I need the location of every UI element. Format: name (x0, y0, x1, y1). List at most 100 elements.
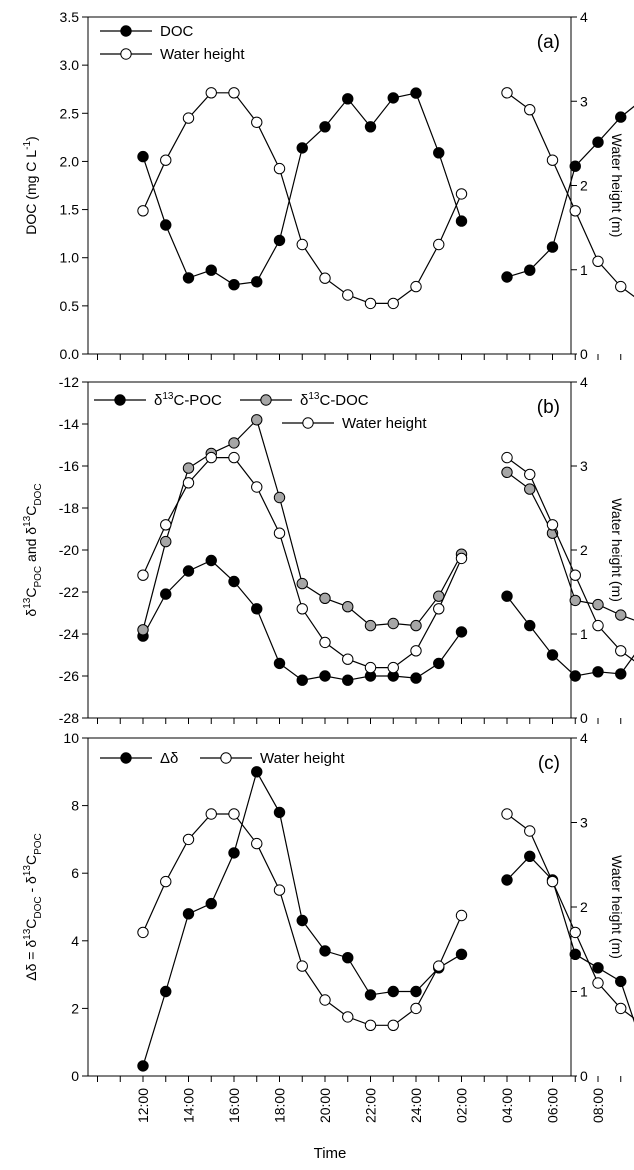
y-tick-label: 4 (71, 933, 79, 949)
data-point (501, 466, 513, 478)
data-point (137, 150, 149, 163)
data-point (228, 847, 240, 859)
data-point (160, 219, 172, 231)
data-point (410, 985, 422, 998)
series-line (142, 92, 463, 304)
data-point (160, 535, 172, 548)
y-tick-label: -20 (59, 542, 79, 558)
data-point (228, 279, 240, 291)
y-axis-title-part: C (23, 855, 39, 865)
data-point (433, 147, 445, 159)
data-point (273, 162, 286, 175)
data-point (410, 280, 422, 293)
data-point (160, 588, 172, 600)
data-point (569, 160, 581, 172)
data-point (251, 414, 263, 426)
data-point (228, 808, 240, 820)
y-axis-title-part: Δδ = δ (23, 940, 39, 981)
data-point (546, 154, 559, 166)
data-point (592, 255, 604, 267)
y-tick-label: 2 (71, 1000, 79, 1016)
data-point (273, 884, 286, 896)
legend-label-part: δ (154, 392, 162, 409)
y-axis-title-part: ) (23, 136, 39, 141)
data-point (251, 837, 263, 850)
y-tick-label: -14 (59, 416, 79, 432)
data-point (160, 154, 172, 166)
data-point (387, 617, 399, 630)
legend-marker (120, 48, 132, 60)
data-point (296, 674, 308, 686)
y-tick-label: 10 (63, 730, 79, 746)
panel-label: (b) (537, 397, 560, 418)
y2-axis-title: Water height (m) (609, 134, 625, 238)
data-point (592, 977, 604, 989)
y-axis-title-part: 13 (22, 597, 33, 609)
data-point (342, 653, 354, 665)
data-point (342, 1011, 354, 1023)
data-point (433, 238, 445, 251)
y-tick-label: 8 (71, 798, 79, 814)
y2-tick-label: 0 (580, 346, 588, 362)
data-point (364, 989, 377, 1001)
y-axis-title-part: 13 (22, 515, 33, 527)
data-point (455, 909, 468, 922)
data-point (137, 926, 149, 939)
data-point (410, 1002, 422, 1015)
y-tick-label: -12 (59, 374, 79, 390)
legend-marker (120, 25, 132, 37)
data-point (251, 116, 263, 129)
x-tick-label: 16:00 (226, 1088, 242, 1123)
legend-label: δ13C-DOC (300, 391, 369, 409)
y2-tick-label: 3 (580, 93, 588, 109)
data-point (296, 960, 308, 972)
data-point (615, 668, 627, 680)
y-tick-label: 0.5 (60, 298, 80, 314)
data-point (387, 985, 399, 998)
data-point (296, 142, 308, 154)
y-tick-label: 2.5 (60, 105, 80, 121)
y2-axis-title: Water height (m) (609, 498, 625, 602)
data-point (592, 619, 604, 632)
y2-tick-label: 0 (580, 1068, 588, 1084)
data-point (342, 952, 354, 964)
y-tick-label: 0.0 (60, 346, 80, 362)
data-point (342, 289, 354, 301)
data-point (182, 565, 195, 577)
data-point (182, 477, 195, 489)
data-point (137, 569, 149, 581)
data-point (137, 205, 149, 217)
y-axis-title: δ13CPOC and δ13CDOC (22, 483, 44, 616)
legend-label: Water height (342, 415, 427, 432)
y-tick-label: 2.0 (60, 153, 80, 169)
data-point (524, 850, 536, 862)
data-point (410, 672, 422, 684)
data-point (433, 603, 445, 615)
data-point (501, 87, 513, 99)
y2-tick-label: 1 (580, 626, 588, 642)
data-point (296, 603, 308, 615)
y-axis-title-part: 13 (22, 865, 33, 877)
y-axis-title-part: C (23, 588, 39, 598)
data-point (615, 280, 627, 293)
data-point (387, 1019, 399, 1032)
y-tick-label: -24 (59, 626, 79, 642)
legend-label: δ13C-POC (154, 391, 222, 409)
legend-label: DOC (160, 23, 194, 40)
data-point (455, 188, 468, 200)
y-tick-label: 3.0 (60, 57, 80, 73)
y2-tick-label: 4 (580, 9, 588, 25)
data-point (410, 87, 422, 99)
plot-frame (87, 381, 572, 719)
y2-tick-label: 2 (580, 542, 588, 558)
data-point (524, 825, 536, 837)
data-point (296, 238, 308, 251)
data-point (273, 527, 286, 539)
y-tick-label: -18 (59, 500, 79, 516)
data-point (205, 554, 217, 567)
data-point (387, 661, 399, 674)
data-point (319, 670, 331, 682)
series-line (506, 471, 634, 621)
